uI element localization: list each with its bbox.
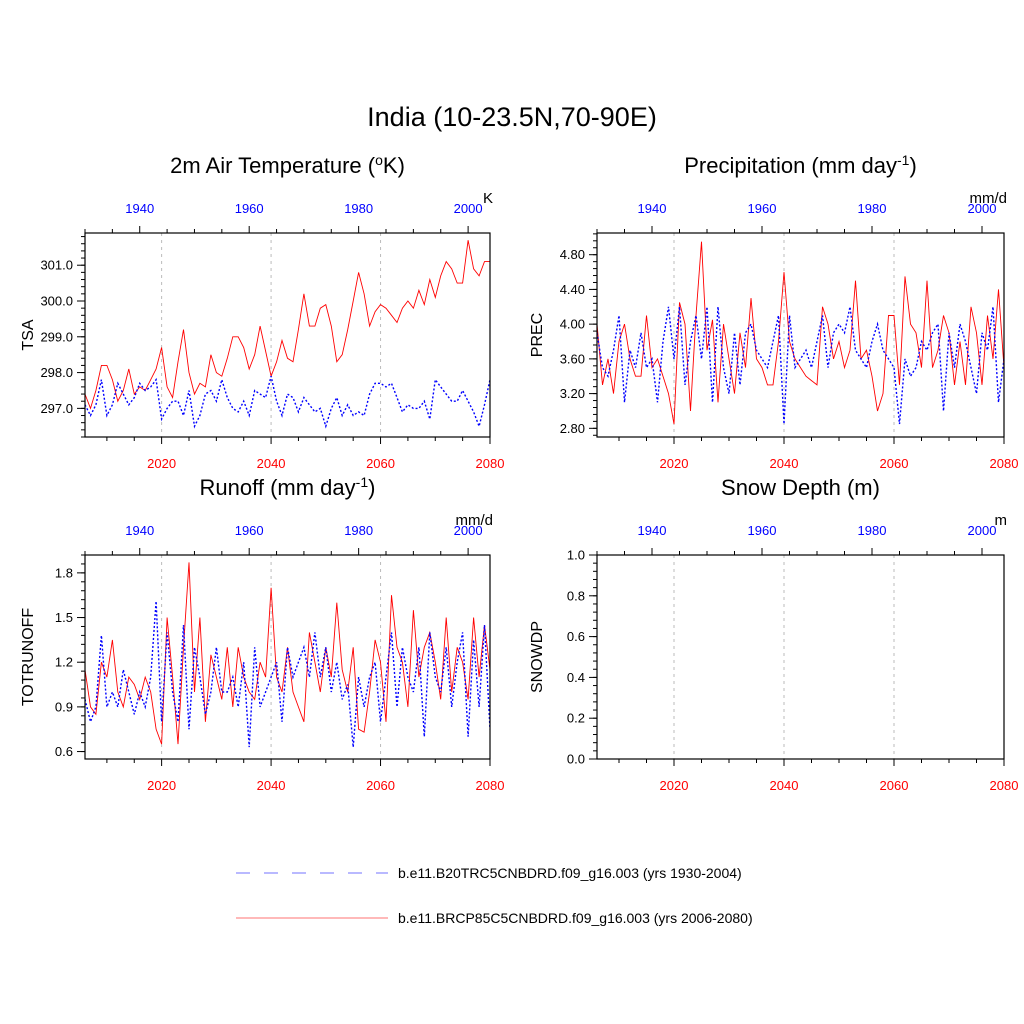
x-top-tick-label: 1960 [235, 523, 264, 538]
x-bottom-tick-label: 2040 [257, 456, 286, 471]
y-axis-label: TSA [20, 319, 37, 350]
x-bottom-tick-label: 2020 [660, 456, 689, 471]
y-axis-label: SNOWDP [529, 621, 546, 693]
panel-title: Runoff (mm day-1) [200, 474, 376, 500]
x-top-tick-label: 1980 [858, 201, 887, 216]
unit-label: mm/d [456, 512, 494, 529]
panel-title-end: K) [383, 153, 405, 178]
y-axis-label: PREC [529, 313, 546, 357]
panel-title-sup: -1 [897, 152, 910, 168]
x-bottom-tick-label: 2080 [990, 456, 1019, 471]
y-tick-label: 0.8 [567, 588, 585, 603]
panel-title-sup: -1 [356, 474, 369, 490]
x-top-tick-label: 1980 [858, 523, 887, 538]
x-bottom-tick-label: 2060 [880, 778, 909, 793]
x-top-tick-label: 1980 [344, 523, 373, 538]
legend-label: b.e11.BRCP85C5CNBDRD.f09_g16.003 (yrs 20… [398, 910, 753, 926]
series-line-future [597, 241, 1004, 425]
x-top-tick-label: 1960 [748, 201, 777, 216]
y-tick-label: 3.60 [560, 351, 585, 366]
x-top-tick-label: 1960 [235, 201, 264, 216]
series-line-historical [85, 601, 490, 748]
panels-group: 2m Air Temperature (oK) K TSA 2020 2040 2060 2… [20, 152, 1018, 793]
panel-title: Precipitation (mm day-1) [684, 152, 917, 178]
y-axis-label: TOTRUNOFF [20, 608, 37, 707]
x-bottom-tick-label: 2060 [366, 778, 395, 793]
panel-totrunoff: Runoff (mm day-1) mm/d TOTRUNOFF 2020 2040 20… [20, 474, 504, 793]
y-tick-label: 1.0 [567, 548, 585, 563]
series-line-historical [85, 376, 490, 429]
plot-frame [84, 554, 491, 760]
panel-title: 2m Air Temperature (oK) [170, 152, 405, 178]
y-tick-label: 300.0 [40, 294, 73, 309]
panel-title-main: 2m Air Temperature ( [170, 153, 376, 178]
y-tick-label: 0.9 [55, 699, 73, 714]
y-tick-label: 1.5 [55, 610, 73, 625]
unit-label: mm/d [970, 190, 1008, 207]
x-bottom-tick-label: 2060 [366, 456, 395, 471]
figure-title: India (10-23.5N,70-90E) [367, 102, 657, 132]
unit-label: K [483, 190, 493, 207]
panel-title-sup: o [375, 152, 383, 168]
panel-title-end: ) [909, 153, 916, 178]
x-top-tick-label: 2000 [454, 523, 483, 538]
y-tick-label: 299.0 [40, 329, 73, 344]
y-tick-label: 1.2 [55, 655, 73, 670]
y-tick-label: 298.0 [40, 365, 73, 380]
series-line-future [85, 240, 490, 410]
panel-title-main: Precipitation (mm day [684, 153, 897, 178]
panel-title-end: ) [368, 475, 375, 500]
y-tick-label: 4.80 [560, 247, 585, 262]
y-tick-label: 297.0 [40, 401, 73, 416]
x-bottom-tick-label: 2060 [880, 456, 909, 471]
y-tick-label: 0.4 [567, 670, 585, 685]
panel-title: Snow Depth (m) [721, 475, 880, 500]
legend: b.e11.B20TRC5CNBDRD.f09_g16.003 (yrs 193… [236, 865, 753, 926]
x-top-tick-label: 1940 [125, 523, 154, 538]
x-top-tick-label: 2000 [968, 523, 997, 538]
y-tick-label: 4.40 [560, 282, 585, 297]
series-line-future [85, 562, 490, 745]
x-bottom-tick-label: 2020 [147, 778, 176, 793]
panel-tsa: 2m Air Temperature (oK) K TSA 2020 2040 2060 2… [20, 152, 504, 471]
panel-prec: Precipitation (mm day-1) mm/d PREC 2020 2040… [529, 152, 1018, 471]
y-tick-label: 301.0 [40, 258, 73, 273]
panel-snowdp: Snow Depth (m) m SNOWDP 2020 2040 2060 2080 194… [529, 475, 1018, 793]
x-top-tick-label: 2000 [968, 201, 997, 216]
y-tick-label: 0.6 [55, 744, 73, 759]
y-tick-label: 1.8 [55, 565, 73, 580]
plot-frame [596, 232, 1005, 438]
x-top-tick-label: 1940 [125, 201, 154, 216]
x-bottom-tick-label: 2040 [770, 456, 799, 471]
x-bottom-tick-label: 2020 [660, 778, 689, 793]
y-tick-label: 0.0 [567, 752, 585, 767]
x-bottom-tick-label: 2040 [257, 778, 286, 793]
y-tick-label: 0.2 [567, 711, 585, 726]
y-tick-label: 0.6 [567, 629, 585, 644]
x-bottom-tick-label: 2080 [990, 778, 1019, 793]
x-bottom-tick-label: 2080 [476, 456, 505, 471]
x-bottom-tick-label: 2080 [476, 778, 505, 793]
x-top-tick-label: 1940 [638, 201, 667, 216]
plot-frame [596, 554, 1005, 760]
panel-title-main: Snow Depth (m) [721, 475, 880, 500]
x-bottom-tick-label: 2020 [147, 456, 176, 471]
y-tick-label: 4.00 [560, 317, 585, 332]
x-bottom-tick-label: 2040 [770, 778, 799, 793]
x-top-tick-label: 2000 [454, 201, 483, 216]
unit-label: m [995, 512, 1008, 529]
panel-title-main: Runoff (mm day [200, 475, 356, 500]
legend-label: b.e11.B20TRC5CNBDRD.f09_g16.003 (yrs 193… [398, 865, 742, 881]
x-top-tick-label: 1980 [344, 201, 373, 216]
y-tick-label: 2.80 [560, 421, 585, 436]
x-top-tick-label: 1960 [748, 523, 777, 538]
series-line-historical [597, 306, 1004, 425]
x-top-tick-label: 1940 [638, 523, 667, 538]
y-tick-label: 3.20 [560, 386, 585, 401]
plot-frame [84, 232, 491, 438]
